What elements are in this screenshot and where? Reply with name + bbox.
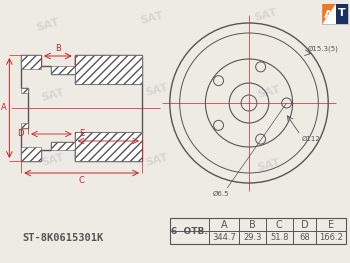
Bar bbox=[336, 4, 348, 24]
Text: 51.8: 51.8 bbox=[270, 233, 288, 242]
Text: 344.7: 344.7 bbox=[212, 233, 236, 242]
Text: A: A bbox=[221, 220, 228, 230]
Text: D: D bbox=[17, 129, 23, 139]
Text: SAT: SAT bbox=[139, 10, 164, 26]
Text: 166.2: 166.2 bbox=[319, 233, 343, 242]
Text: A: A bbox=[1, 104, 6, 113]
Text: A: A bbox=[324, 10, 332, 20]
Bar bbox=[170, 218, 346, 244]
Text: SAT: SAT bbox=[40, 87, 65, 103]
Text: B: B bbox=[249, 220, 256, 230]
Text: SAT: SAT bbox=[144, 82, 169, 98]
Text: D: D bbox=[301, 220, 308, 230]
Text: E: E bbox=[79, 129, 84, 139]
Bar bbox=[51, 142, 75, 150]
Text: SAT: SAT bbox=[256, 157, 281, 173]
Text: SAT: SAT bbox=[256, 84, 281, 100]
Polygon shape bbox=[322, 4, 336, 24]
Text: Ø15.3(5): Ø15.3(5) bbox=[307, 45, 338, 52]
Text: 68: 68 bbox=[299, 233, 310, 242]
Bar bbox=[75, 132, 142, 161]
Text: C: C bbox=[276, 220, 282, 230]
Text: 6  ОТВ.: 6 ОТВ. bbox=[171, 226, 208, 235]
Text: SAT: SAT bbox=[35, 17, 61, 33]
Bar bbox=[322, 4, 348, 24]
Bar bbox=[21, 123, 28, 128]
Bar bbox=[21, 147, 41, 161]
Text: SAT: SAT bbox=[144, 152, 169, 168]
Text: B: B bbox=[55, 44, 61, 53]
Text: Ø6.5: Ø6.5 bbox=[213, 191, 230, 197]
Text: ST-8K0615301K: ST-8K0615301K bbox=[22, 233, 104, 243]
Bar bbox=[51, 66, 75, 74]
Text: E: E bbox=[328, 220, 334, 230]
Text: SAT: SAT bbox=[253, 7, 279, 23]
Text: SAT: SAT bbox=[40, 152, 65, 168]
Text: 29.3: 29.3 bbox=[243, 233, 262, 242]
Text: Ø112: Ø112 bbox=[301, 136, 320, 142]
Bar bbox=[21, 88, 28, 93]
Text: T: T bbox=[338, 8, 346, 18]
Text: C: C bbox=[79, 176, 85, 185]
Bar bbox=[75, 55, 142, 84]
Bar bbox=[21, 55, 41, 69]
